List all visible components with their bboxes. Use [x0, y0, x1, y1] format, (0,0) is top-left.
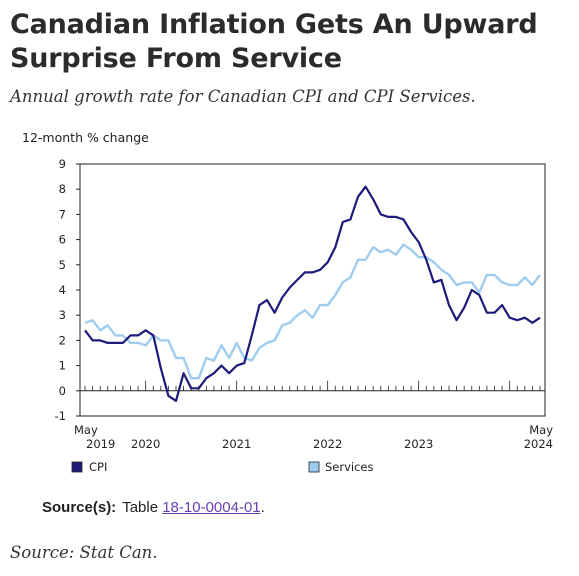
x-tick-year-label: 2019	[86, 437, 115, 451]
cpi-line	[84, 185, 541, 402]
y-tick-label: 0	[59, 384, 66, 398]
source-line: Source(s): Table 18-10-0004-01.	[42, 499, 265, 516]
y-tick-label: 6	[59, 233, 66, 247]
y-tick-label: 5	[59, 258, 66, 272]
legend-swatch-cpi	[71, 461, 83, 473]
x-tick-year-label: 2020	[131, 437, 160, 451]
y-tick-label: 7	[59, 207, 66, 221]
page-title: Canadian Inflation Gets An Upward Surpri…	[10, 9, 538, 74]
source-table-link[interactable]: 18-10-0004-01	[162, 499, 261, 516]
x-tick-year-label: 2021	[222, 437, 251, 451]
services-line	[84, 243, 541, 380]
source-label: Source(s):	[42, 499, 117, 516]
y-tick-label: 9	[59, 157, 66, 171]
y-tick-label: 8	[59, 182, 66, 196]
legend-label-cpi: CPI	[89, 460, 107, 474]
legend-swatch-services	[308, 461, 320, 473]
x-tick-year-label: 2023	[404, 437, 433, 451]
legend-label-services: Services	[325, 460, 374, 474]
source-suffix: .	[260, 499, 265, 516]
x-tick-year-label: 2024	[524, 437, 553, 451]
x-tick-year-label: 2022	[313, 437, 342, 451]
plot-area-frame	[79, 163, 546, 417]
page-subtitle: Annual growth rate for Canadian CPI and …	[10, 87, 476, 106]
x-tick-month-label: May	[529, 423, 553, 437]
y-tick-label: 2	[59, 333, 66, 347]
y-tick-label: -1	[55, 409, 66, 423]
source-credit: Source: Stat Can.	[10, 543, 158, 562]
x-tick-month-label: May	[74, 423, 98, 437]
y-axis-label: 12-month % change	[22, 130, 149, 145]
y-tick-label: 3	[59, 308, 66, 322]
y-tick-label: 1	[59, 359, 66, 373]
source-prefix: Table	[122, 499, 159, 516]
y-tick-label: 4	[59, 283, 66, 297]
